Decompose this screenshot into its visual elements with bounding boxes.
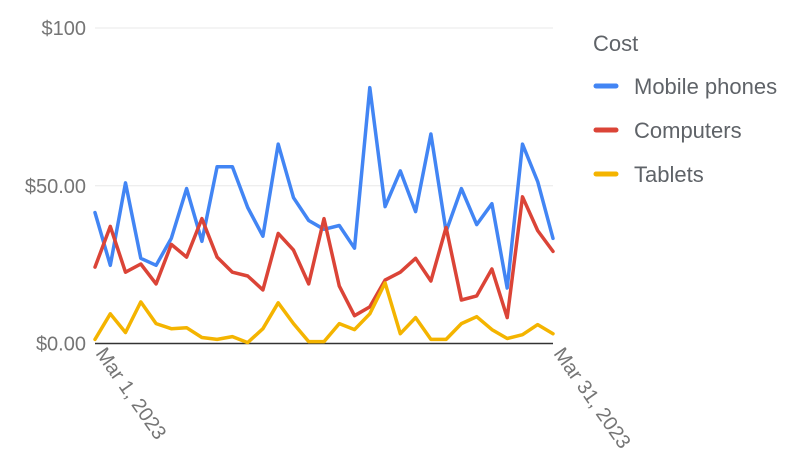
series-line-tablets (93, 281, 555, 345)
x-axis-labels: Mar 1, 2023 Mar 31, 2023 (91, 344, 635, 453)
y-tick-label: $100 (42, 18, 87, 40)
legend-item-computers: Computers (593, 118, 742, 143)
y-tick-label: $0.00 (36, 334, 86, 356)
series-line-mobile-phones (93, 85, 555, 290)
x-tick-label: Mar 1, 2023 (91, 344, 170, 444)
legend: Cost Mobile phones Computers Tablets (593, 31, 777, 187)
legend-title: Cost (593, 31, 638, 56)
gridlines (95, 27, 553, 187)
series-lines (93, 85, 555, 345)
y-tick-label: $50.00 (25, 176, 86, 198)
y-axis-labels: $0.00 $50.00 $100 (25, 18, 86, 356)
legend-label: Computers (634, 118, 742, 143)
legend-label: Tablets (634, 162, 704, 187)
series-line-computers (93, 195, 555, 320)
legend-label: Mobile phones (634, 74, 777, 99)
legend-item-mobile-phones: Mobile phones (593, 74, 777, 99)
x-tick-label: Mar 31, 2023 (549, 344, 635, 453)
legend-item-tablets: Tablets (593, 162, 704, 187)
